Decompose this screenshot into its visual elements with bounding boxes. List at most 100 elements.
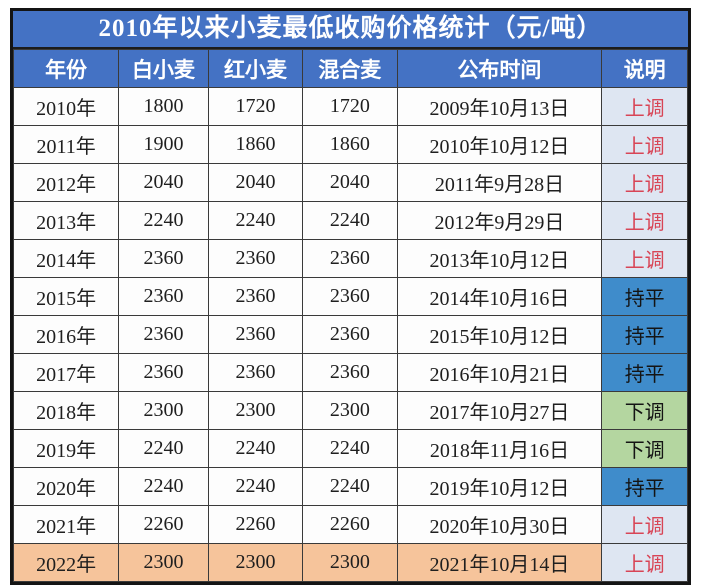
table-row: 2012年 2040 2040 2040 2011年9月28日 上调: [12, 163, 688, 202]
table-row: 2016年 2360 2360 2360 2015年10月12日 持平: [12, 315, 688, 354]
red-wheat-cell: 2300: [207, 543, 304, 582]
white-wheat-cell: 2260: [118, 505, 209, 544]
publish-date-cell: 2018年11月16日: [396, 429, 603, 468]
white-wheat-cell: 2240: [118, 201, 209, 240]
year-cell: 2014年: [12, 239, 120, 278]
publish-date-cell: 2015年10月12日: [396, 315, 603, 354]
publish-date-cell: 2017年10月27日: [396, 391, 603, 430]
mixed-wheat-cell: 2300: [302, 391, 398, 430]
white-wheat-cell: 2360: [118, 277, 209, 316]
header-row: 年份 白小麦 红小麦 混合麦 公布时间 说明: [12, 49, 688, 88]
mixed-wheat-cell: 2240: [302, 429, 398, 468]
note-cell: 持平: [601, 315, 688, 354]
note-cell: 下调: [601, 391, 688, 430]
year-cell: 2018年: [12, 391, 120, 430]
note-cell: 下调: [601, 429, 688, 468]
white-wheat-cell: 2300: [118, 543, 209, 582]
note-cell: 上调: [601, 543, 688, 582]
data-table: 年份 白小麦 红小麦 混合麦 公布时间 说明 2010年 1800 1720 1720…: [12, 49, 688, 582]
red-wheat-cell: 2240: [207, 467, 304, 506]
red-wheat-cell: 2240: [207, 201, 304, 240]
table-row: 2017年 2360 2360 2360 2016年10月21日 持平: [12, 353, 688, 392]
year-cell: 2013年: [12, 201, 120, 240]
table-row: 2021年 2260 2260 2260 2020年10月30日 上调: [12, 505, 688, 544]
red-wheat-cell: 2240: [207, 429, 304, 468]
publish-date-cell: 2013年10月12日: [396, 239, 603, 278]
column-header-red-wheat: 红小麦: [207, 49, 304, 88]
red-wheat-cell: 2360: [207, 315, 304, 354]
red-wheat-cell: 2360: [207, 277, 304, 316]
mixed-wheat-cell: 2360: [302, 277, 398, 316]
year-cell: 2019年: [12, 429, 120, 468]
price-table: 2010年以来小麦最低收购价格统计（元/吨） 年份 白小麦 红小麦 混合麦 公布…: [10, 8, 691, 585]
column-header-note: 说明: [601, 49, 688, 88]
mixed-wheat-cell: 2360: [302, 353, 398, 392]
table-row: 2010年 1800 1720 1720 2009年10月13日 上调: [12, 87, 688, 126]
note-cell: 持平: [601, 467, 688, 506]
note-cell: 持平: [601, 353, 688, 392]
mixed-wheat-cell: 2240: [302, 201, 398, 240]
publish-date-cell: 2011年9月28日: [396, 163, 603, 202]
year-cell: 2020年: [12, 467, 120, 506]
white-wheat-cell: 1900: [118, 125, 209, 164]
table-row: 2019年 2240 2240 2240 2018年11月16日 下调: [12, 429, 688, 468]
mixed-wheat-cell: 2360: [302, 239, 398, 278]
table-row: 2018年 2300 2300 2300 2017年10月27日 下调: [12, 391, 688, 430]
white-wheat-cell: 2360: [118, 353, 209, 392]
note-cell: 上调: [601, 163, 688, 202]
note-cell: 上调: [601, 201, 688, 240]
publish-date-cell: 2019年10月12日: [396, 467, 603, 506]
mixed-wheat-cell: 2260: [302, 505, 398, 544]
year-cell: 2010年: [12, 87, 120, 126]
mixed-wheat-cell: 1720: [302, 87, 398, 126]
table-row: 2011年 1900 1860 1860 2010年10月12日 上调: [12, 125, 688, 164]
note-cell: 上调: [601, 125, 688, 164]
table-row: 2022年 2300 2300 2300 2021年10月14日 上调: [12, 543, 688, 582]
publish-date-cell: 2009年10月13日: [396, 87, 603, 126]
year-cell: 2022年: [12, 543, 120, 582]
publish-date-cell: 2021年10月14日: [396, 543, 603, 582]
mixed-wheat-cell: 1860: [302, 125, 398, 164]
publish-date-cell: 2014年10月16日: [396, 277, 603, 316]
publish-date-cell: 2020年10月30日: [396, 505, 603, 544]
year-cell: 2017年: [12, 353, 120, 392]
table-row: 2013年 2240 2240 2240 2012年9月29日 上调: [12, 201, 688, 240]
white-wheat-cell: 2300: [118, 391, 209, 430]
table-row: 2014年 2360 2360 2360 2013年10月12日 上调: [12, 239, 688, 278]
red-wheat-cell: 2300: [207, 391, 304, 430]
table-row: 2015年 2360 2360 2360 2014年10月16日 持平: [12, 277, 688, 316]
year-cell: 2021年: [12, 505, 120, 544]
white-wheat-cell: 2360: [118, 315, 209, 354]
white-wheat-cell: 2240: [118, 467, 209, 506]
white-wheat-cell: 2360: [118, 239, 209, 278]
mixed-wheat-cell: 2040: [302, 163, 398, 202]
table-title: 2010年以来小麦最低收购价格统计（元/吨）: [13, 11, 688, 49]
year-cell: 2012年: [12, 163, 120, 202]
note-cell: 上调: [601, 239, 688, 278]
year-cell: 2016年: [12, 315, 120, 354]
table-row: 2020年 2240 2240 2240 2019年10月12日 持平: [12, 467, 688, 506]
red-wheat-cell: 2260: [207, 505, 304, 544]
publish-date-cell: 2012年9月29日: [396, 201, 603, 240]
red-wheat-cell: 1860: [207, 125, 304, 164]
table-body: 2010年 1800 1720 1720 2009年10月13日 上调 2011年 1900 1…: [12, 87, 688, 582]
column-header-mixed-wheat: 混合麦: [302, 49, 398, 88]
mixed-wheat-cell: 2300: [302, 543, 398, 582]
red-wheat-cell: 1720: [207, 87, 304, 126]
white-wheat-cell: 2240: [118, 429, 209, 468]
column-header-white-wheat: 白小麦: [118, 49, 209, 88]
red-wheat-cell: 2360: [207, 353, 304, 392]
note-cell: 上调: [601, 505, 688, 544]
publish-date-cell: 2016年10月21日: [396, 353, 603, 392]
mixed-wheat-cell: 2360: [302, 315, 398, 354]
red-wheat-cell: 2360: [207, 239, 304, 278]
red-wheat-cell: 2040: [207, 163, 304, 202]
note-cell: 上调: [601, 87, 688, 126]
column-header-year: 年份: [12, 49, 120, 88]
year-cell: 2015年: [12, 277, 120, 316]
mixed-wheat-cell: 2240: [302, 467, 398, 506]
white-wheat-cell: 1800: [118, 87, 209, 126]
white-wheat-cell: 2040: [118, 163, 209, 202]
column-header-publish-date: 公布时间: [396, 49, 603, 88]
publish-date-cell: 2010年10月12日: [396, 125, 603, 164]
